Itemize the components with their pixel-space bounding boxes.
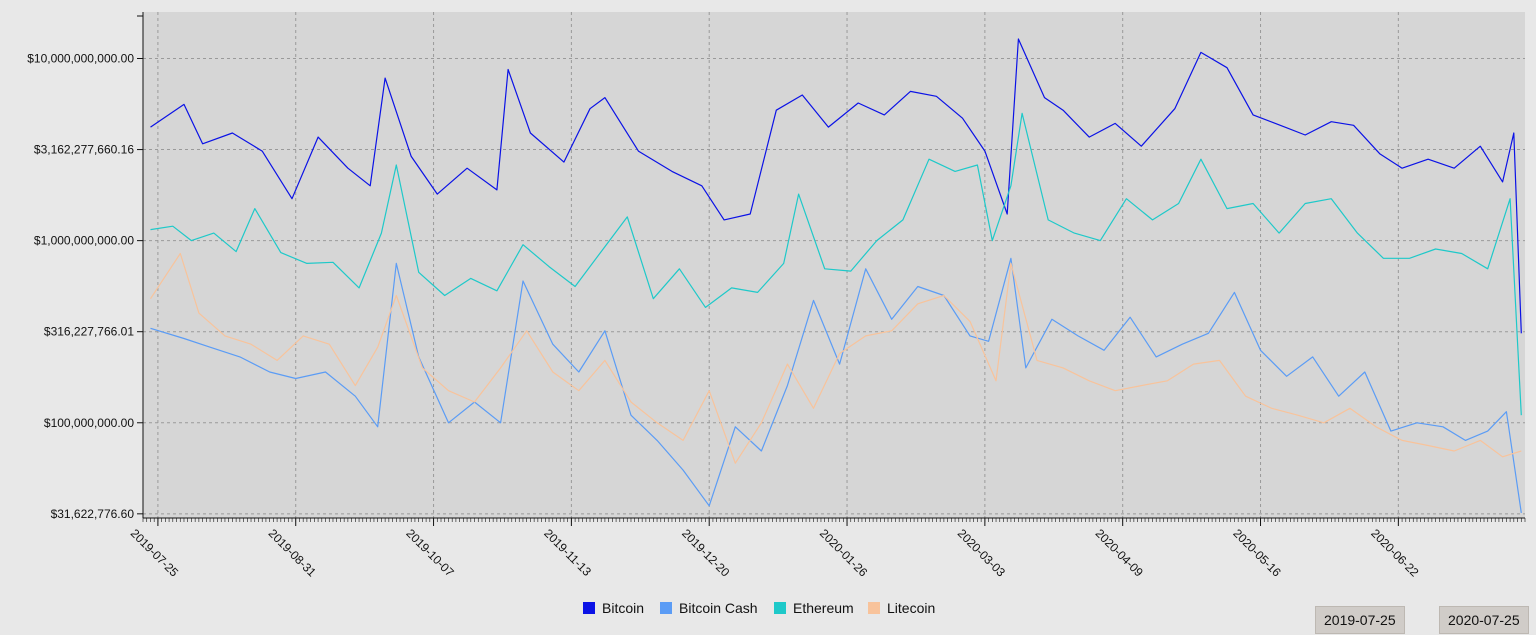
legend-swatch-ethereum xyxy=(774,602,786,614)
legend: Bitcoin Bitcoin Cash Ethereum Litecoin xyxy=(583,600,935,616)
series-lines xyxy=(149,38,1522,513)
y-tick-label: $31,622,776.60 xyxy=(51,507,135,521)
range-end-label[interactable]: 2020-07-25 xyxy=(1439,606,1529,634)
plot-background xyxy=(143,12,1525,518)
y-tick-label: $100,000,000.00 xyxy=(44,416,134,430)
range-start-label[interactable]: 2019-07-25 xyxy=(1315,606,1405,634)
legend-label-bitcoin-cash: Bitcoin Cash xyxy=(679,600,758,616)
y-tick-label: $10,000,000,000.00 xyxy=(27,51,134,65)
legend-swatch-litecoin xyxy=(868,602,880,614)
legend-label-bitcoin: Bitcoin xyxy=(602,600,644,616)
grid xyxy=(143,12,1525,518)
legend-label-ethereum: Ethereum xyxy=(793,600,854,616)
legend-swatch-bitcoin xyxy=(583,602,595,614)
y-tick-label: $1,000,000,000.00 xyxy=(34,234,134,248)
y-tick-label: $316,227,766.01 xyxy=(44,325,134,339)
legend-label-litecoin: Litecoin xyxy=(887,600,935,616)
series-line-bitcoin-cash xyxy=(150,257,1522,513)
y-tick-label: $3,162,277,660.16 xyxy=(34,143,134,157)
series-line-ethereum xyxy=(150,112,1522,416)
series-line-litecoin xyxy=(149,252,1522,464)
legend-swatch-bitcoin-cash xyxy=(660,602,672,614)
series-line-bitcoin xyxy=(150,38,1522,334)
